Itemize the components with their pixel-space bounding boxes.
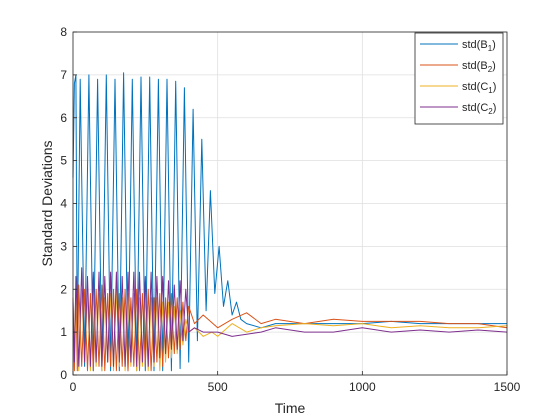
x-tick-label: 500 [208,380,228,394]
legend-label: std(B2) [462,60,496,74]
legend: std(B1) std(B2) std(C1) std(C2) [414,32,504,125]
y-tick-label: 1 [60,325,67,339]
x-tick-label: 1500 [494,380,521,394]
y-tick-label: 5 [60,154,67,168]
y-tick-label: 0 [60,368,67,382]
legend-label: std(C1) [462,81,496,95]
series-line [72,267,508,367]
y-tick-label: 8 [60,25,67,39]
ticks: 0 500 1000 1500 0 1 2 3 4 5 6 7 8 [60,25,520,394]
y-axis-label: Standard Deviations [39,140,55,266]
series-line [72,72,507,372]
y-tick-label: 7 [60,68,67,82]
legend-label: std(C2) [462,102,496,116]
x-axis-label: Time [275,400,306,416]
series-layer [72,72,508,372]
x-tick-label: 1000 [349,380,376,394]
y-tick-label: 3 [60,239,67,253]
legend-label: std(B1) [462,39,496,53]
x-tick-label: 0 [70,380,77,394]
y-tick-label: 2 [60,282,67,296]
y-tick-label: 6 [60,111,67,125]
legend-box [414,32,504,125]
y-tick-label: 4 [60,197,67,211]
